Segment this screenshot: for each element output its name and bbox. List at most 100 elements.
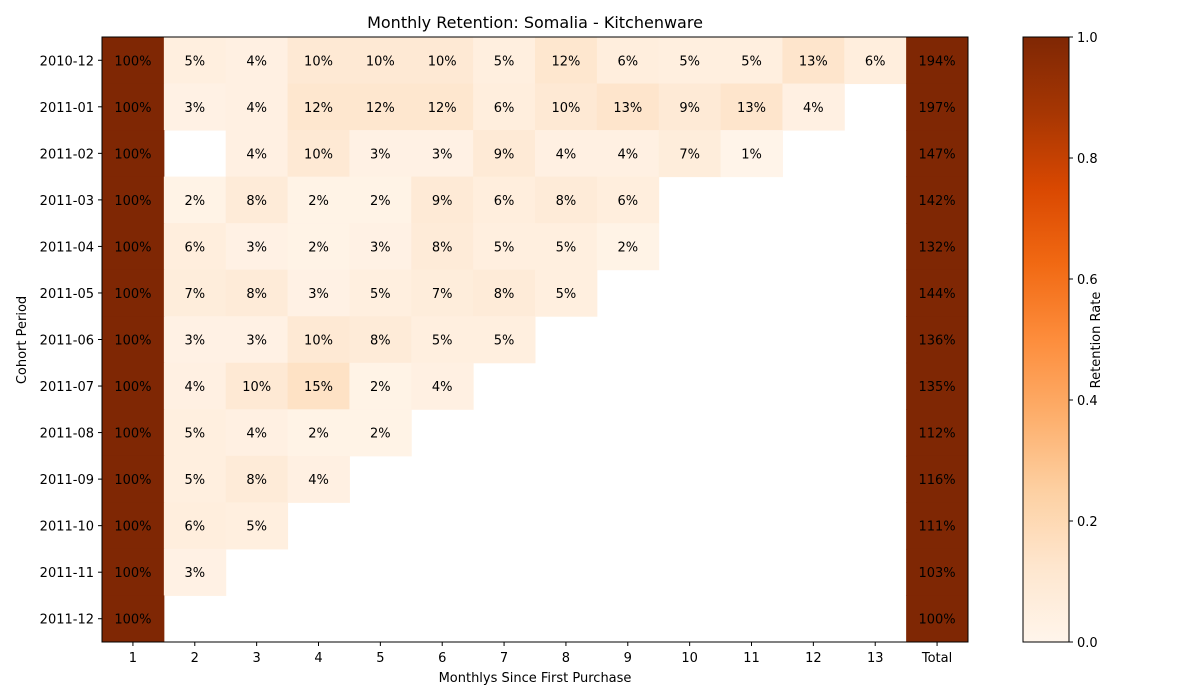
colorbar bbox=[1022, 36, 1070, 643]
colorbar-tick-label: 0.4 bbox=[1077, 394, 1098, 409]
cell-value-label: 3% bbox=[184, 334, 205, 349]
cell-value-label: 4% bbox=[556, 147, 577, 162]
x-tick-label: 2 bbox=[191, 651, 199, 666]
cell-value-label: 147% bbox=[918, 147, 955, 162]
cell-value-label: 9% bbox=[494, 147, 515, 162]
cell-value-label: 12% bbox=[304, 101, 333, 116]
heatmap-cell bbox=[287, 223, 350, 271]
x-axis-label: Monthlys Since First Purchase bbox=[439, 671, 632, 686]
heatmap-cell bbox=[163, 455, 227, 503]
cell-value-label: 111% bbox=[918, 520, 955, 535]
heatmap-cell bbox=[287, 409, 350, 457]
heatmap-cell bbox=[102, 409, 165, 457]
heatmap-cell bbox=[411, 37, 474, 85]
cell-value-label: 135% bbox=[918, 380, 955, 395]
heatmap-cell bbox=[411, 83, 474, 131]
heatmap-cell bbox=[411, 223, 474, 271]
cell-value-label: 103% bbox=[918, 566, 955, 581]
cell-value-label: 3% bbox=[432, 147, 453, 162]
heatmap-cell bbox=[225, 269, 289, 317]
heatmap-cell bbox=[349, 316, 412, 364]
cell-value-label: 6% bbox=[617, 194, 638, 209]
cell-value-label: 5% bbox=[184, 473, 205, 488]
cell-value-label: 100% bbox=[114, 194, 151, 209]
cell-value-label: 132% bbox=[918, 240, 955, 255]
heatmap-cell bbox=[658, 37, 722, 85]
y-tick-label: 2011-01 bbox=[40, 101, 94, 116]
cell-value-label: 13% bbox=[737, 101, 766, 116]
cell-value-label: 6% bbox=[184, 240, 205, 255]
heatmap-cell bbox=[287, 269, 350, 317]
cell-value-label: 5% bbox=[432, 334, 453, 349]
cell-value-label: 4% bbox=[432, 380, 453, 395]
heatmap-cell bbox=[163, 548, 227, 596]
heatmap-cell bbox=[102, 130, 165, 178]
cell-value-label: 5% bbox=[370, 287, 391, 302]
heatmap-cell bbox=[906, 37, 969, 85]
heatmap-cell bbox=[163, 269, 227, 317]
heatmap-cell bbox=[906, 269, 969, 317]
heatmap-cell bbox=[535, 269, 598, 317]
heatmap-cell bbox=[102, 455, 165, 503]
cell-value-label: 10% bbox=[304, 334, 333, 349]
heatmap-cell bbox=[473, 269, 536, 317]
cell-value-label: 100% bbox=[114, 240, 151, 255]
cell-value-label: 5% bbox=[184, 427, 205, 442]
heatmap-cell bbox=[906, 595, 969, 643]
cell-value-label: 10% bbox=[551, 101, 580, 116]
x-tick-label: 5 bbox=[376, 651, 384, 666]
cell-value-label: 194% bbox=[918, 54, 955, 69]
cell-value-label: 2% bbox=[308, 194, 329, 209]
x-tick-label: 10 bbox=[681, 651, 698, 666]
x-tick-label: 6 bbox=[438, 651, 446, 666]
colorbar-tick-label: 0.8 bbox=[1077, 152, 1098, 167]
cell-value-label: 5% bbox=[246, 520, 267, 535]
colorbar-tick-label: 0.6 bbox=[1077, 273, 1098, 288]
y-tick-label: 2011-02 bbox=[40, 147, 94, 162]
y-tick-label: 2011-12 bbox=[40, 613, 94, 628]
heatmap-cell bbox=[411, 316, 474, 364]
cell-value-label: 142% bbox=[918, 194, 955, 209]
cell-value-label: 2% bbox=[617, 240, 638, 255]
cell-value-label: 12% bbox=[366, 101, 395, 116]
y-tick-label: 2011-10 bbox=[40, 520, 94, 535]
heatmap-cell bbox=[102, 176, 165, 224]
heatmap-cell bbox=[287, 37, 350, 85]
cell-value-label: 3% bbox=[184, 566, 205, 581]
cell-value-label: 5% bbox=[556, 287, 577, 302]
heatmap-cell bbox=[906, 455, 969, 503]
cell-value-label: 4% bbox=[308, 473, 329, 488]
cell-value-label: 10% bbox=[242, 380, 271, 395]
cell-value-label: 5% bbox=[494, 54, 515, 69]
cell-value-label: 100% bbox=[918, 613, 955, 628]
heatmap-cells bbox=[102, 37, 969, 643]
heatmap-cell bbox=[535, 37, 598, 85]
heatmap-cell bbox=[287, 362, 350, 410]
heatmap-cell bbox=[658, 130, 722, 178]
heatmap-cell bbox=[225, 130, 289, 178]
heatmap-cell bbox=[102, 316, 165, 364]
heatmap-cell bbox=[349, 269, 412, 317]
heatmap-cell bbox=[349, 362, 412, 410]
cell-value-label: 144% bbox=[918, 287, 955, 302]
heatmap-cell bbox=[349, 409, 412, 457]
cell-value-label: 2% bbox=[308, 427, 329, 442]
heatmap-cell bbox=[163, 83, 227, 131]
cell-value-label: 100% bbox=[114, 380, 151, 395]
cell-value-label: 4% bbox=[617, 147, 638, 162]
heatmap-cell bbox=[473, 83, 536, 131]
heatmap-cell bbox=[225, 83, 289, 131]
colorbar-label: Retention Rate bbox=[1089, 292, 1104, 389]
cell-value-label: 8% bbox=[556, 194, 577, 209]
y-tick-label: 2011-06 bbox=[40, 334, 94, 349]
cell-value-label: 100% bbox=[114, 54, 151, 69]
cell-value-label: 100% bbox=[114, 566, 151, 581]
x-tick-label: 8 bbox=[562, 651, 570, 666]
heatmap-cell bbox=[225, 455, 289, 503]
cell-value-label: 13% bbox=[613, 101, 642, 116]
cell-value-label: 1% bbox=[741, 147, 762, 162]
heatmap-cell bbox=[535, 130, 598, 178]
heatmap-cell bbox=[906, 176, 969, 224]
heatmap-cell bbox=[473, 316, 536, 364]
cell-value-label: 7% bbox=[184, 287, 205, 302]
